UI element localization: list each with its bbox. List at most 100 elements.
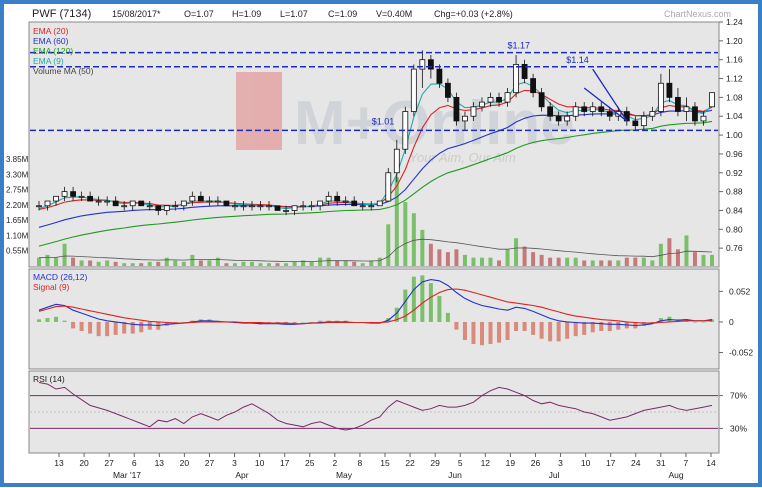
volume-tick-label: 1.10M xyxy=(6,231,29,240)
macd-line xyxy=(38,279,713,327)
date-tick-label: 27 xyxy=(205,458,215,468)
header-open: O=1.07 xyxy=(184,9,214,19)
date-tick-label: 10 xyxy=(255,458,265,468)
volume-bar xyxy=(684,235,689,266)
candle-body xyxy=(555,115,562,122)
candle-body xyxy=(436,68,443,84)
header-date: 15/08/2017* xyxy=(112,9,161,19)
macd-histogram-bar xyxy=(488,321,493,344)
candle-body xyxy=(376,200,383,207)
volume-bar xyxy=(386,224,391,266)
candle-body xyxy=(351,200,358,207)
header-volume: V=0.40M xyxy=(376,9,412,19)
volume-bar xyxy=(352,261,357,266)
volume-bar xyxy=(292,261,297,266)
date-tick-label: 17 xyxy=(280,458,290,468)
ema-120-line xyxy=(38,120,713,247)
volume-bar xyxy=(411,213,416,266)
candle-body xyxy=(223,200,230,207)
price-tick-label: 0.88 xyxy=(726,187,743,197)
watermark-tagline: Your Aim, Our Aim xyxy=(409,150,516,165)
macd-histogram-bar xyxy=(147,321,152,330)
candle-body xyxy=(521,64,528,79)
candle-body xyxy=(36,205,42,208)
macd-panel xyxy=(28,268,720,370)
volume-bar xyxy=(343,260,348,266)
volume-bar xyxy=(590,260,595,266)
price-tick-label: 1.20 xyxy=(726,36,743,46)
stock-chart: M+Online Your Aim, Our Aim PWF (7134) 15… xyxy=(6,8,753,480)
macd-histogram-bar xyxy=(471,321,476,344)
macd-histogram-bar xyxy=(692,321,697,323)
volume-bar xyxy=(454,249,459,266)
candle-body xyxy=(564,115,571,122)
brand-label: ChartNexus.com xyxy=(664,9,731,19)
candle-body xyxy=(368,205,375,208)
candle-body xyxy=(257,205,264,208)
legend-entry: EMA (120) xyxy=(33,46,73,56)
candle-body xyxy=(657,82,664,112)
candle-body xyxy=(675,96,681,112)
candle-body xyxy=(410,68,417,112)
volume-bar xyxy=(556,257,561,266)
date-tick-label: 15 xyxy=(380,458,390,468)
date-tick-label: 3 xyxy=(232,458,237,468)
date-tick-label: 29 xyxy=(430,458,440,468)
volume-bar xyxy=(616,260,621,266)
volume-bar xyxy=(198,260,203,266)
volume-bar xyxy=(241,261,246,266)
price-tick-label: 0.92 xyxy=(726,168,743,178)
macd-histogram-bar xyxy=(548,321,553,342)
level-label: $1.14 xyxy=(566,55,589,65)
volume-bar xyxy=(445,252,450,266)
volume-bar xyxy=(164,257,169,266)
candle-body xyxy=(632,120,639,127)
volume-bar xyxy=(437,249,442,266)
header-low: L=1.07 xyxy=(280,9,308,19)
signal-legend: Signal (9) xyxy=(33,282,70,292)
macd-histogram-bar xyxy=(505,321,510,341)
volume-bar xyxy=(377,257,382,266)
price-legend: EMA (20)EMA (60)EMA (120)EMA (9)Volume M… xyxy=(33,26,94,76)
candle-body xyxy=(700,115,707,122)
candle-body xyxy=(453,96,460,122)
volume-tick-label: 0.55M xyxy=(6,247,29,256)
candle-body xyxy=(291,205,298,211)
candle-body xyxy=(70,191,76,197)
volume-tick-label: 2.20M xyxy=(6,201,29,210)
volume-bar xyxy=(156,261,161,266)
date-tick-label: 25 xyxy=(305,458,315,468)
volume-bar xyxy=(267,263,272,266)
month-label: Apr xyxy=(235,470,248,480)
macd-histogram-bar xyxy=(411,276,416,322)
level-label: $1.01 xyxy=(372,116,395,126)
trend-line xyxy=(583,87,628,122)
volume-bar xyxy=(190,254,195,266)
volume-bar xyxy=(326,257,331,266)
macd-histogram-bar xyxy=(539,321,544,339)
candle-body xyxy=(78,195,85,198)
macd-histogram-bar xyxy=(54,316,59,322)
macd-histogram-bar xyxy=(514,321,519,331)
volume-bar xyxy=(139,263,144,266)
volume-bar xyxy=(675,249,680,266)
date-tick-label: 5 xyxy=(458,458,463,468)
date-tick-label: 27 xyxy=(104,458,114,468)
macd-histogram-bar xyxy=(122,321,127,334)
price-tick-label: 1.04 xyxy=(726,111,743,121)
macd-histogram-bar xyxy=(420,275,425,322)
volume-bar xyxy=(471,257,476,266)
rsi-tick-label: 70% xyxy=(730,391,747,401)
candle-body xyxy=(104,200,111,203)
volume-bar xyxy=(582,260,587,266)
volume-bar xyxy=(462,254,467,266)
volume-bar xyxy=(309,261,314,266)
candle-body xyxy=(146,205,153,208)
volume-tick-label: 2.75M xyxy=(6,186,29,195)
candle-body xyxy=(249,205,255,208)
candle-body xyxy=(666,82,673,98)
volume-tick-label: 3.85M xyxy=(6,155,29,164)
price-tick-label: 0.80 xyxy=(726,224,743,234)
candle-body xyxy=(95,200,102,203)
month-label: Aug xyxy=(668,470,683,480)
